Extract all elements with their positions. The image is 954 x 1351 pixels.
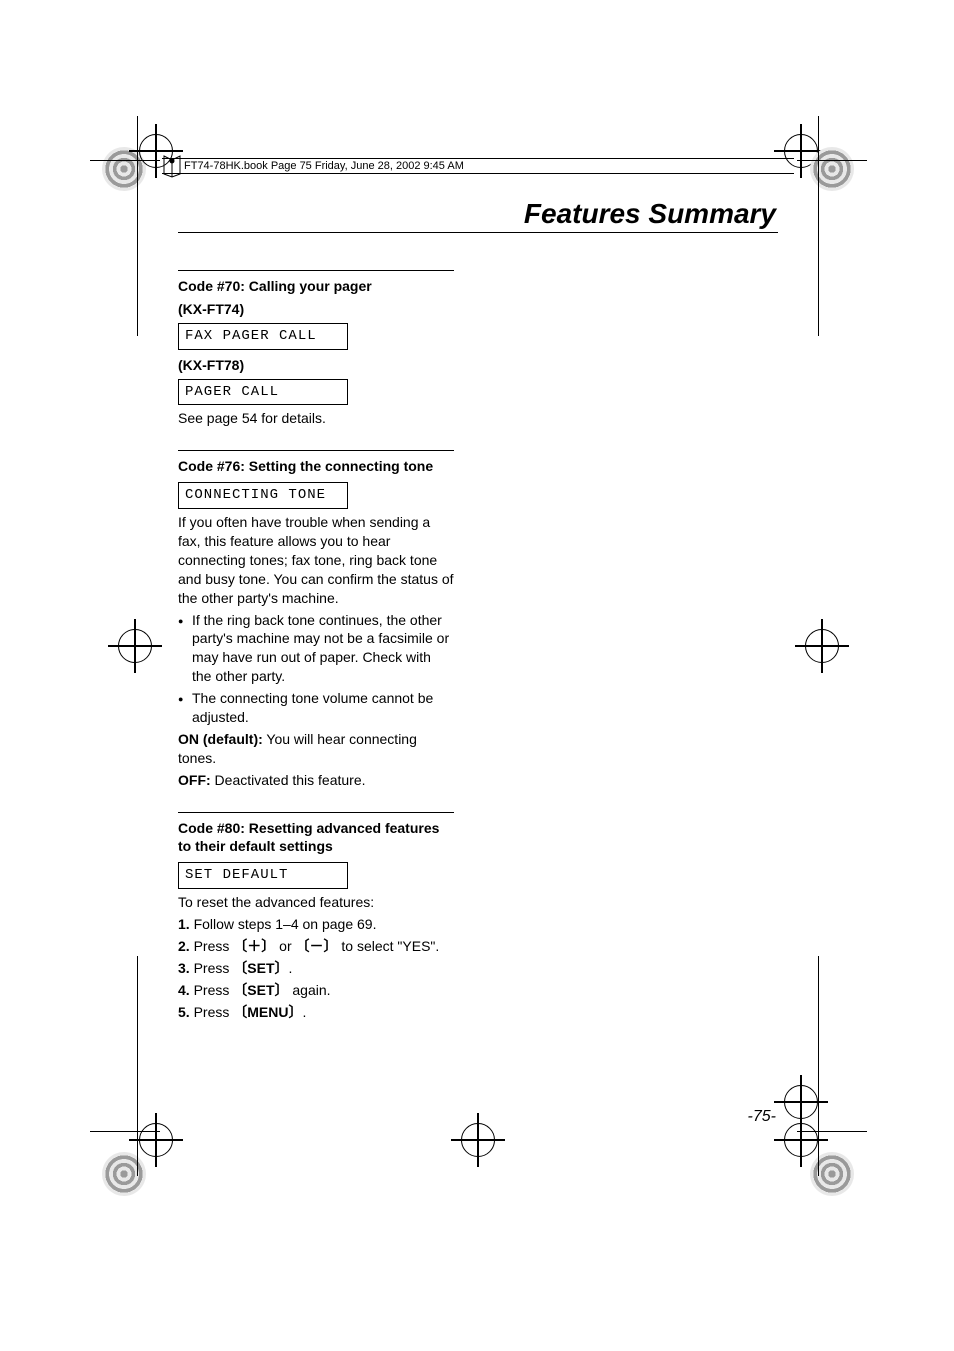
step-text: Press xyxy=(190,982,234,998)
code76-lcd: CONNECTING TONE xyxy=(178,482,348,509)
step-num: 4. xyxy=(178,982,190,998)
crop-line xyxy=(137,116,138,336)
crop-line xyxy=(797,160,867,161)
step-text: to select "YES". xyxy=(338,938,440,954)
code70-lcd-b: PAGER CALL xyxy=(178,379,348,406)
reg-mark-cross xyxy=(795,619,849,673)
bracket-r: 〕 xyxy=(275,982,289,998)
page-title: Features Summary xyxy=(524,198,776,230)
list-item: 5. Press 〔MENU〕. xyxy=(178,1003,454,1022)
list-item: 3. Press 〔SET〕. xyxy=(178,959,454,978)
step-text: Press xyxy=(190,960,234,976)
code76-body: If you often have trouble when sending a… xyxy=(178,513,454,607)
bracket-l: 〔 xyxy=(233,982,247,998)
bracket-r: 〕 xyxy=(289,1004,303,1020)
list-item: The connecting tone volume cannot be adj… xyxy=(192,689,454,727)
title-rule xyxy=(178,232,778,233)
crop-line xyxy=(797,1131,867,1132)
code80-lcd: SET DEFAULT xyxy=(178,862,348,889)
step-num: 5. xyxy=(178,1004,190,1020)
reg-mark-ring xyxy=(810,1152,854,1196)
bracket-l: 〔 xyxy=(233,960,247,976)
list-item: If the ring back tone continues, the oth… xyxy=(192,611,454,687)
reg-mark-cross xyxy=(451,1113,505,1167)
code76-off: OFF: Deactivated this feature. xyxy=(178,771,454,790)
step-text: Press xyxy=(190,1004,234,1020)
code76-heading: Code #76: Setting the connecting tone xyxy=(178,457,454,476)
key-set: SET xyxy=(247,982,274,998)
reg-mark-ring xyxy=(102,1152,146,1196)
step-num: 1. xyxy=(178,916,190,932)
crop-line xyxy=(818,116,819,336)
step-num: 2. xyxy=(178,938,190,954)
code70-heading: Code #70: Calling your pager xyxy=(178,277,454,296)
on-label: ON (default): xyxy=(178,731,263,747)
step-text: again. xyxy=(289,982,331,998)
reg-mark-cross xyxy=(774,1075,828,1129)
step-text: . xyxy=(289,960,293,976)
code76-bullets: If the ring back tone continues, the oth… xyxy=(178,611,454,727)
feature-divider xyxy=(178,270,454,271)
code76-on: ON (default): You will hear connecting t… xyxy=(178,730,454,768)
page-number: -75- xyxy=(748,1108,776,1126)
reg-mark-cross xyxy=(108,619,162,673)
key-plus: ＋ xyxy=(247,938,261,954)
crop-line xyxy=(137,956,138,1176)
step-text: Follow steps 1–4 on page 69. xyxy=(190,916,377,932)
list-item: 1. Follow steps 1–4 on page 69. xyxy=(178,915,454,934)
running-head-text: FT74-78HK.book Page 75 Friday, June 28, … xyxy=(184,160,464,172)
step-text: . xyxy=(303,1004,307,1020)
step-text: or xyxy=(275,938,295,954)
crop-line xyxy=(818,956,819,1176)
code70-lcd-a: FAX PAGER CALL xyxy=(178,323,348,350)
code70-note: See page 54 for details. xyxy=(178,409,454,428)
bracket-l: 〔 xyxy=(233,938,247,954)
feature-divider xyxy=(178,812,454,813)
key-minus: － xyxy=(310,938,324,954)
bracket-r: 〕 xyxy=(275,960,289,976)
crop-line xyxy=(90,160,160,161)
list-item: 2. Press 〔＋〕 or 〔－〕 to select "YES". xyxy=(178,937,454,956)
bracket-l: 〔 xyxy=(296,938,310,954)
running-head-bar: FT74-78HK.book Page 75 Friday, June 28, … xyxy=(162,158,794,174)
code70-model-b: (KX-FT78) xyxy=(178,356,454,375)
list-item: 4. Press 〔SET〕 again. xyxy=(178,981,454,1000)
content-column: Code #70: Calling your pager (KX-FT74) F… xyxy=(178,262,454,1025)
bracket-r: 〕 xyxy=(324,938,338,954)
code80-heading: Code #80: Resetting advanced features to… xyxy=(178,819,454,857)
off-label: OFF: xyxy=(178,772,211,788)
key-menu: MENU xyxy=(247,1004,288,1020)
reg-mark-ring xyxy=(810,147,854,191)
bracket-r: 〕 xyxy=(261,938,275,954)
crop-line xyxy=(90,1131,160,1132)
code80-intro: To reset the advanced features: xyxy=(178,893,454,912)
off-text: Deactivated this feature. xyxy=(211,772,366,788)
step-text: Press xyxy=(190,938,234,954)
code80-steps: 1. Follow steps 1–4 on page 69. 2. Press… xyxy=(178,915,454,1021)
step-num: 3. xyxy=(178,960,190,976)
key-set: SET xyxy=(247,960,274,976)
bracket-l: 〔 xyxy=(233,1004,247,1020)
code70-model-a: (KX-FT74) xyxy=(178,300,454,319)
feature-divider xyxy=(178,450,454,451)
